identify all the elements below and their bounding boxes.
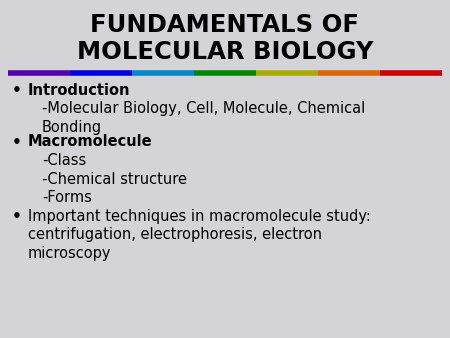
Text: •: •	[12, 209, 22, 223]
Text: -Class: -Class	[42, 153, 86, 168]
Text: FUNDAMENTALS OF: FUNDAMENTALS OF	[90, 13, 360, 37]
Text: Introduction: Introduction	[28, 83, 130, 98]
Text: Macromolecule: Macromolecule	[28, 135, 153, 149]
Text: -Chemical structure: -Chemical structure	[42, 171, 187, 187]
Text: -Molecular Biology, Cell, Molecule, Chemical
Bonding: -Molecular Biology, Cell, Molecule, Chem…	[42, 101, 365, 135]
Text: •: •	[12, 83, 22, 98]
Text: Important techniques in macromolecule study:
centrifugation, electrophoresis, el: Important techniques in macromolecule st…	[28, 209, 371, 261]
Text: •: •	[12, 135, 22, 149]
Text: MOLECULAR BIOLOGY: MOLECULAR BIOLOGY	[77, 40, 373, 64]
Text: -Forms: -Forms	[42, 190, 92, 205]
